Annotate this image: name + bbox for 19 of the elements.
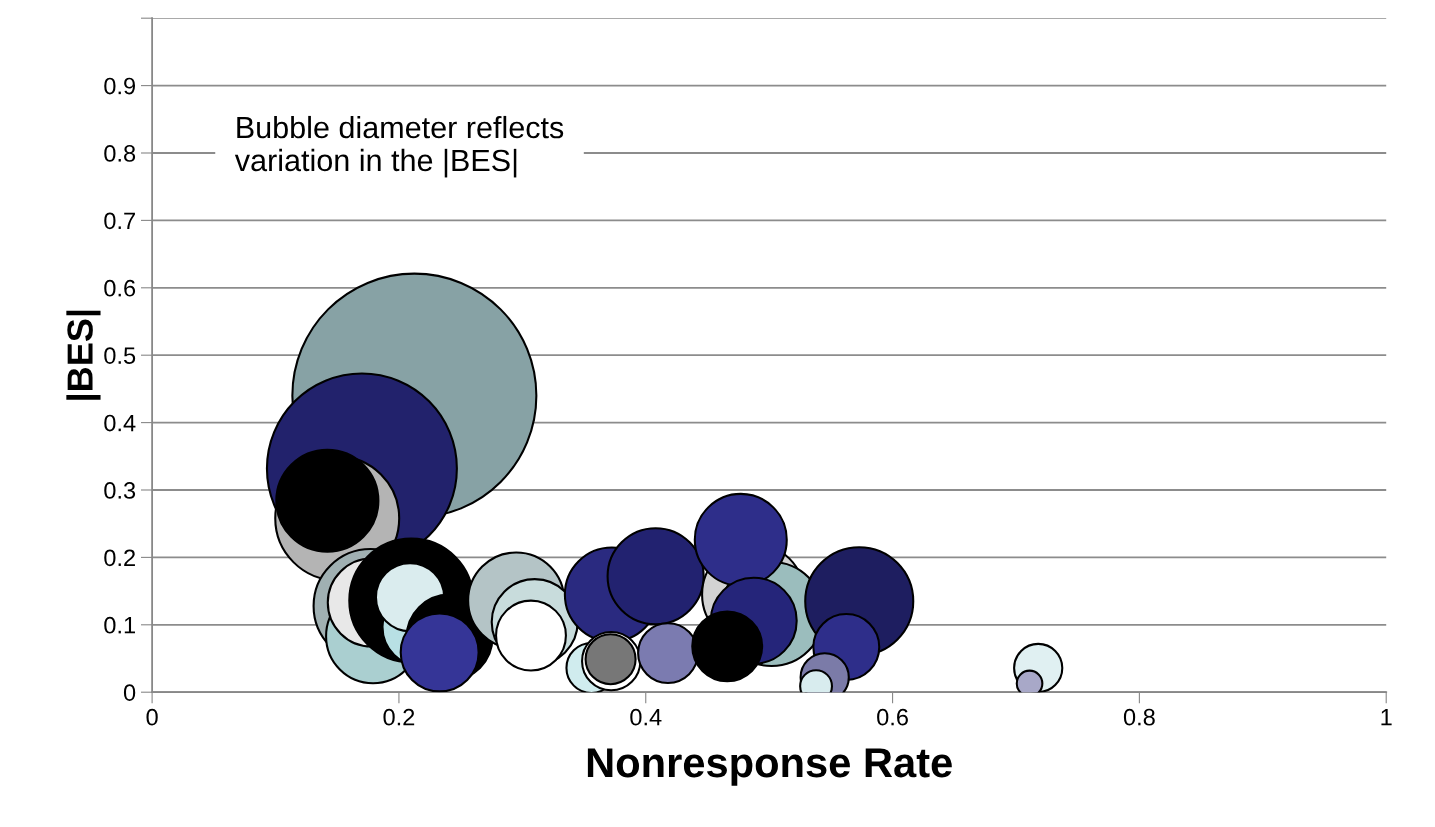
y-tick-label: 0 — [123, 684, 136, 701]
x-tick-label: 0.4 — [630, 708, 662, 726]
y-tick-label: 0.9 — [104, 77, 136, 95]
x-tick-label: 0.8 — [1123, 708, 1155, 726]
y-tick-label: 0.1 — [104, 616, 135, 634]
annotation: Bubble diameter reflects variation in the |BES| — [234, 115, 564, 178]
x-tick-label: 1 — [1381, 709, 1392, 726]
y-tick-label: 0.3 — [104, 482, 136, 499]
x-axis-title: Nonresponse Rate — [587, 748, 952, 786]
y-tick-label: 0.4 — [104, 414, 136, 432]
x-tick-label: 0 — [146, 708, 158, 726]
y-axis-title: |BES| — [66, 310, 101, 400]
x-tick-label: 0.6 — [877, 708, 908, 726]
x-tick-label: 0.2 — [383, 708, 415, 726]
y-tick-label: 0.2 — [104, 549, 135, 567]
y-tick-label: 0.5 — [104, 347, 136, 364]
y-tick-label: 0.8 — [104, 145, 136, 162]
y-tick-label: 0.7 — [104, 212, 135, 230]
y-tick-label: 0.6 — [104, 279, 136, 297]
